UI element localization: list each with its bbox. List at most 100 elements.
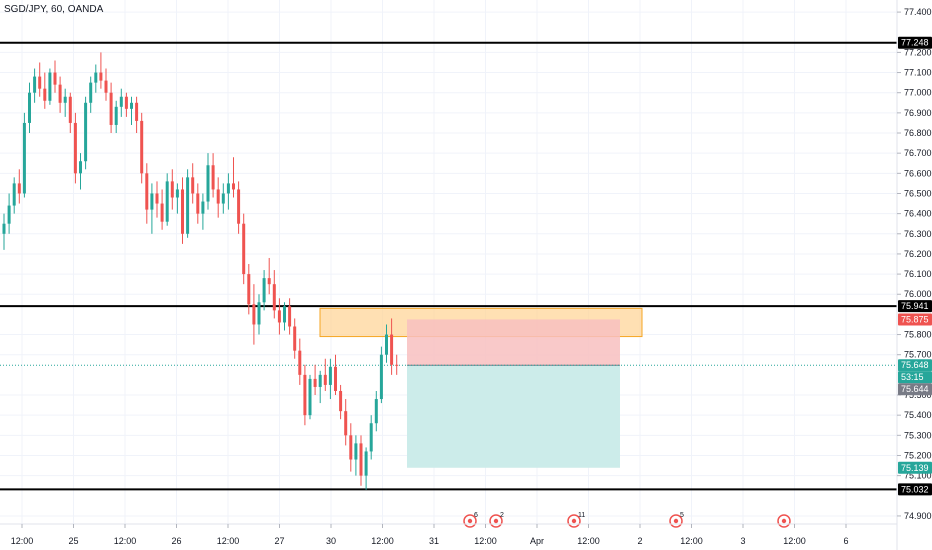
short-position-stop-zone[interactable] — [407, 319, 620, 366]
economic-event-dot — [467, 518, 473, 524]
price-tick-label: 75.800 — [904, 330, 932, 340]
time-tick-label: 2 — [637, 536, 642, 546]
candle-body-down — [298, 350, 302, 375]
candle-body-down — [99, 72, 103, 81]
candle-body-down — [124, 96, 128, 109]
chart-title: SGD/JPY, 60, OANDA — [4, 4, 104, 15]
time-tick-label: 12:00 — [680, 536, 703, 546]
price-tick-label: 75.200 — [904, 450, 932, 460]
candle-body-up — [364, 451, 368, 476]
price-tags: 77.248 75.941 75.032 75.875 75.648 53:15 75.64… — [898, 36, 932, 496]
candle-body-up — [206, 165, 210, 202]
candle-body-up — [283, 306, 286, 323]
grid-lines — [0, 0, 897, 524]
candle-body-down — [323, 374, 327, 385]
price-tag-background — [898, 383, 932, 396]
candle-body-down — [216, 189, 220, 204]
candle-body-up — [221, 193, 225, 204]
candle-body-down — [252, 304, 256, 325]
candle-body-down — [272, 284, 276, 311]
candle-body-up — [28, 92, 31, 123]
time-tick-label: 30 — [326, 536, 336, 546]
price-tick-label: 76.800 — [904, 128, 932, 138]
price-tag-background — [898, 313, 932, 326]
price-tag-label: 53:15 — [901, 372, 924, 382]
price-tag-background — [898, 461, 932, 474]
time-tick-label: 27 — [274, 536, 284, 546]
candle-body-up — [354, 443, 358, 460]
candle-body-up — [7, 205, 11, 224]
price-tick-label: 76.300 — [904, 229, 932, 239]
candle-body-down — [104, 80, 108, 93]
price-tick-label: 77.100 — [904, 68, 932, 78]
candle-body-down — [344, 411, 348, 436]
candle-body-down — [17, 183, 21, 194]
time-tick-label: 25 — [68, 536, 78, 546]
time-tick-label: 12:00 — [577, 536, 600, 546]
price-tag-label: 75.032 — [901, 484, 929, 494]
candle-body-up — [257, 302, 261, 325]
candle-body-up — [22, 122, 26, 194]
candle-body-up — [94, 72, 98, 83]
candle-body-down — [395, 364, 399, 366]
economic-event-dot — [493, 518, 499, 524]
price-tick-label: 75.300 — [904, 430, 932, 440]
time-tick-label: 31 — [429, 536, 439, 546]
candle-body-up — [130, 102, 133, 109]
event-count-label: 11 — [578, 512, 585, 519]
candle-body-down — [135, 102, 139, 121]
price-tick-label: 77.000 — [904, 88, 932, 98]
candle-body-up — [12, 183, 16, 206]
price-tick-label: 76.200 — [904, 249, 932, 259]
candle-body-down — [73, 122, 77, 174]
short-position-target-zone[interactable] — [407, 365, 620, 468]
price-axis[interactable]: 77.400 77.200 77.100 77.000 76.900 76.800 76.7… — [897, 7, 932, 521]
candle-body-down — [145, 173, 149, 210]
candle-body-up — [79, 161, 82, 174]
candle-body-down — [58, 84, 62, 103]
candle-body-down — [191, 177, 195, 194]
time-tick-label: 12:00 — [217, 536, 240, 546]
price-tick-label: 74.900 — [904, 511, 932, 521]
candle-body-up — [318, 374, 322, 387]
candle-body-up — [175, 189, 179, 198]
candle-body-down — [313, 378, 317, 387]
price-tick-label: 75.100 — [904, 471, 932, 481]
candle-body-down — [38, 76, 42, 89]
event-count-label: 2 — [500, 512, 504, 519]
candle-body-down — [277, 310, 281, 323]
event-count-label: 5 — [680, 512, 684, 519]
candle-body-up — [165, 181, 169, 222]
event-count-label: 6 — [474, 512, 478, 519]
drawing-tools — [319, 307, 643, 468]
candle-body-up — [385, 334, 388, 355]
candle-body-up — [374, 399, 378, 424]
economic-event-dot — [673, 518, 679, 524]
price-tag-label: 77.248 — [901, 38, 929, 48]
price-tag-background — [898, 359, 932, 372]
candle-body-down — [232, 183, 235, 190]
candle-body-down — [170, 181, 174, 198]
price-tag-background — [898, 371, 932, 384]
price-tag-label: 75.648 — [901, 360, 929, 370]
candle-body-up — [308, 378, 312, 416]
time-tick-label: 6 — [843, 536, 848, 546]
price-tick-label: 75.700 — [904, 350, 932, 360]
candle-body-up — [84, 102, 88, 162]
candle-body-down — [359, 443, 363, 476]
candle-body-down — [109, 92, 113, 125]
time-tick-label: 26 — [171, 536, 181, 546]
economic-event-dot — [571, 518, 577, 524]
candle-body-up — [33, 76, 37, 93]
economic-event-dot — [781, 518, 787, 524]
time-axis[interactable]: 12:00 25 12:00 26 12:00 27 30 12:00 31 12:00 Apr 12… — [11, 524, 849, 546]
price-tag-background — [898, 483, 932, 496]
price-tag-background — [898, 36, 932, 49]
price-tick-label: 76.000 — [904, 289, 932, 299]
candle-body-down — [288, 306, 292, 327]
candle-body-up — [150, 193, 154, 210]
price-tick-label: 76.600 — [904, 168, 932, 178]
candle-body-down — [237, 189, 241, 224]
